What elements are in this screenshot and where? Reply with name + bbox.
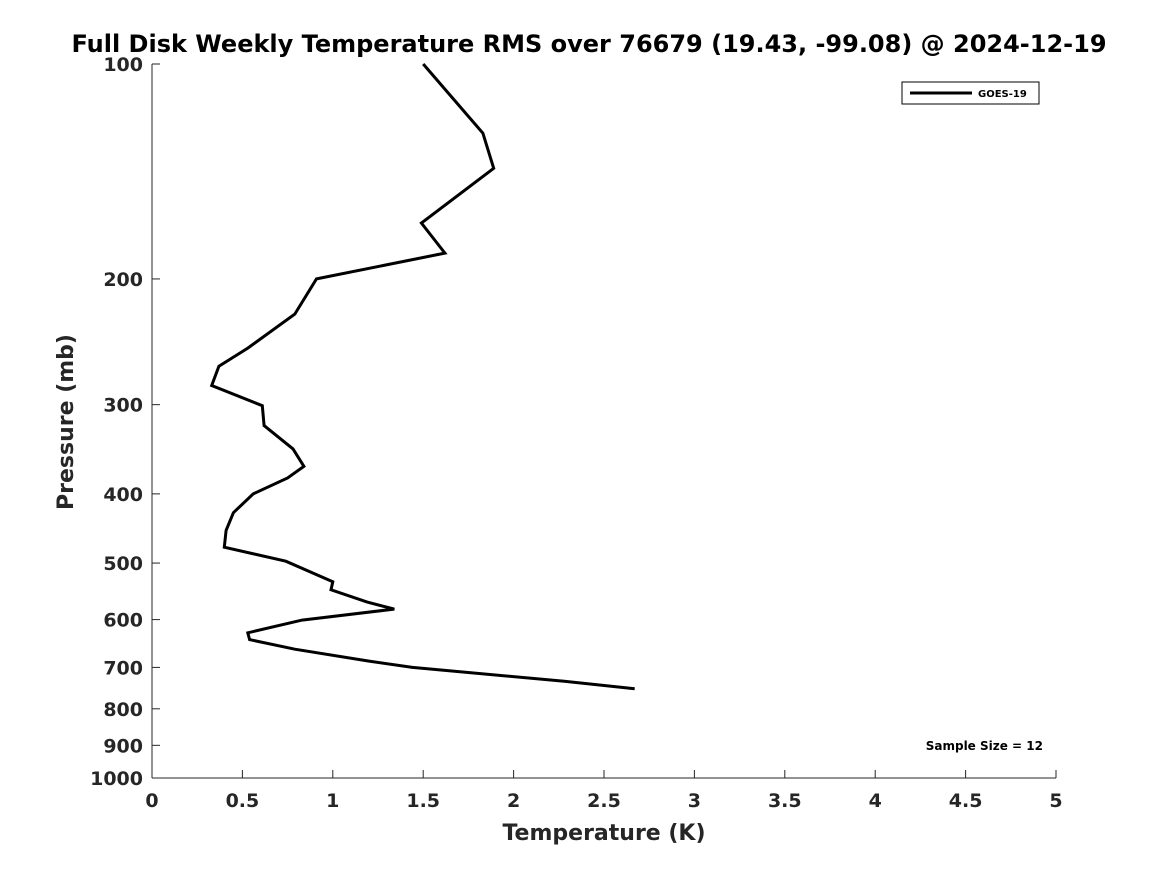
legend-label: GOES-19 <box>978 89 1027 100</box>
x-axis-label: Temperature (K) <box>502 821 705 846</box>
x-tick-label: 1.5 <box>406 790 440 812</box>
x-tick-label: 0 <box>145 790 158 812</box>
x-tick-label: 3 <box>688 790 701 812</box>
x-tick-label: 3.5 <box>768 790 802 812</box>
plot-area <box>151 64 1056 779</box>
y-tick-label: 300 <box>103 395 143 417</box>
sample-size-annotation: Sample Size = 12 <box>926 739 1043 753</box>
x-tick-label: 2 <box>507 790 520 812</box>
y-axis-label: Pressure (mb) <box>54 334 79 510</box>
y-tick-label: 700 <box>103 657 143 679</box>
y-tick-label: 600 <box>103 610 143 632</box>
x-tick-label: 2.5 <box>587 790 621 812</box>
x-tick-label: 4 <box>869 790 882 812</box>
x-tick-label: 1 <box>326 790 339 812</box>
x-tick-label: 5 <box>1049 790 1062 812</box>
series-layer <box>209 63 635 691</box>
y-tick-label: 900 <box>103 735 143 757</box>
legend: GOES-19 <box>901 81 1040 105</box>
x-ticks: 0 0.5 1 1.5 2 2.5 3 3.5 4 4.5 5 <box>145 770 1063 812</box>
y-ticks: 100 200 300 400 500 600 700 800 900 1000 <box>90 54 160 790</box>
y-tick-label: 800 <box>103 699 143 721</box>
x-tick-label: 0.5 <box>226 790 260 812</box>
y-tick-label: 1000 <box>90 768 143 790</box>
chart-title: Full Disk Weekly Temperature RMS over 76… <box>71 30 1106 58</box>
y-tick-label: 400 <box>103 484 143 506</box>
y-tick-label: 200 <box>103 269 143 291</box>
x-tick-label: 4.5 <box>949 790 983 812</box>
y-tick-label: 100 <box>103 54 143 76</box>
y-tick-label: 500 <box>103 553 143 575</box>
series-line <box>209 63 635 691</box>
